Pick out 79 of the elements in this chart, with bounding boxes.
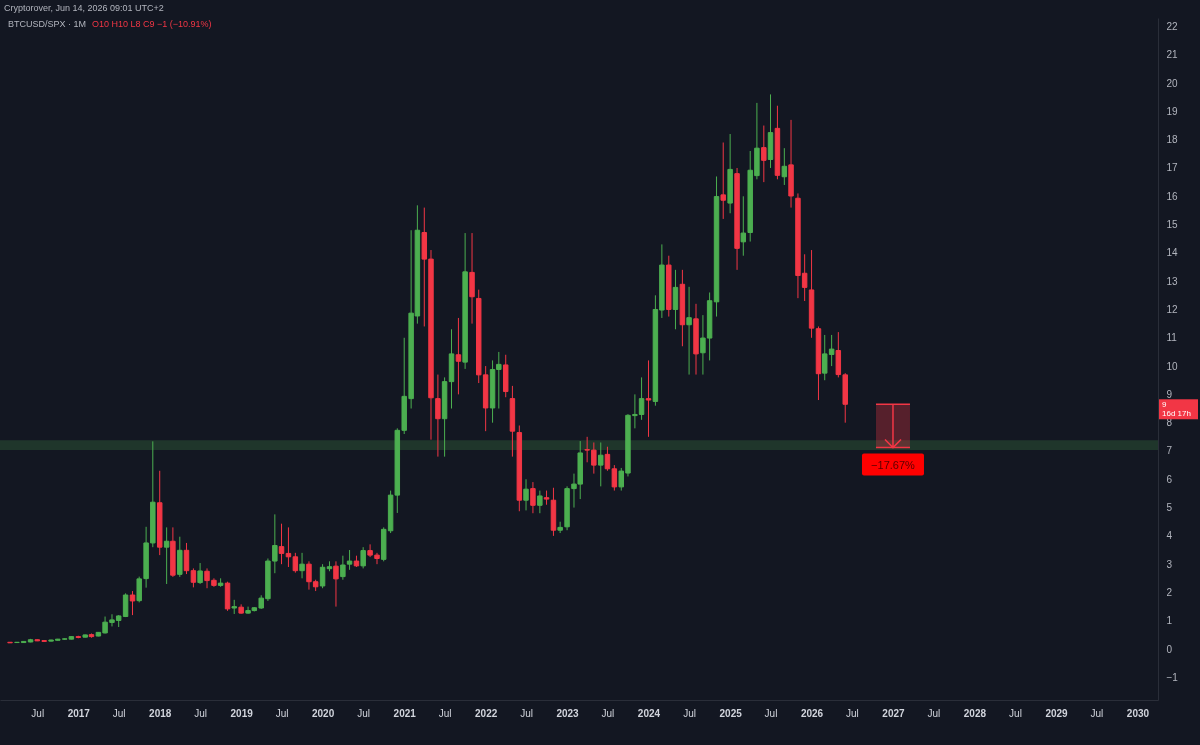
price-tag: 9 16d 17h <box>1159 399 1198 420</box>
candlestick <box>333 560 339 608</box>
x-tick-label: Jul <box>1090 707 1104 719</box>
x-tick-label: 2020 <box>311 707 335 719</box>
y-tick-label: 4 <box>1166 530 1173 542</box>
x-tick-label: Jul <box>764 707 778 719</box>
y-tick-label: 7 <box>1166 445 1173 457</box>
y-tick-label: 20 <box>1166 77 1179 89</box>
x-tick-label: Jul <box>683 707 696 719</box>
y-tick-label: 3 <box>1166 558 1173 570</box>
y-tick-label: 22 <box>1166 20 1179 32</box>
y-tick-label: 21 <box>1166 49 1179 61</box>
x-tick-label: Jul <box>438 707 452 719</box>
y-tick-label: 6 <box>1166 473 1173 485</box>
x-tick-label: 2027 <box>882 707 906 719</box>
candlestick <box>557 521 563 534</box>
annotation: −17.67% <box>871 459 916 472</box>
y-tick-label: 13 <box>1166 275 1179 287</box>
x-tick-label: Jul <box>275 707 289 719</box>
y-tick-label: 2 <box>1166 586 1173 598</box>
x-tick-label: 2023 <box>556 707 580 719</box>
y-tick-label: 10 <box>1166 360 1179 372</box>
x-tick-label: 2030 <box>1126 707 1150 719</box>
y-tick-label: 9 <box>1166 388 1173 400</box>
y-tick-label: 1 <box>1166 615 1173 627</box>
candlestick <box>645 359 652 438</box>
candlestick <box>299 552 305 579</box>
candlestick <box>278 523 285 565</box>
y-tick-label: 0 <box>1166 643 1173 655</box>
candlestick <box>672 269 679 330</box>
x-tick-label: Jul <box>112 707 126 719</box>
x-tick-label: 2017 <box>67 707 91 719</box>
x-tick-label: 2021 <box>393 707 417 719</box>
candlestick <box>537 490 543 514</box>
candlestick <box>781 147 788 186</box>
y-tick-label: 15 <box>1166 219 1179 231</box>
x-tick-label: Jul <box>194 707 207 719</box>
y-tick-label: −1 <box>1166 671 1179 683</box>
y-tick-label: 18 <box>1166 134 1179 146</box>
x-tick-label: Jul <box>927 707 941 719</box>
x-tick-label: 2029 <box>1045 707 1069 719</box>
x-tick-label: 2026 <box>800 707 824 719</box>
candlestick <box>197 562 203 585</box>
chart-subtitle: O10 H10 L8 C9 −1 (−10.91%) <box>92 19 212 29</box>
x-tick-label: 2024 <box>637 707 661 719</box>
candlestick <box>163 526 170 585</box>
candlestick <box>720 142 726 220</box>
candlestick <box>598 441 604 487</box>
x-tick-label: Jul <box>1009 707 1022 719</box>
x-tick-label: 2019 <box>230 707 254 719</box>
x-tick-label: Jul <box>846 707 859 719</box>
x-tick-label: 2028 <box>963 707 987 719</box>
candlestick <box>523 478 529 511</box>
x-tick-label: 2018 <box>149 707 172 719</box>
candlestick <box>190 567 197 588</box>
text: Cryptorover, Jun 14, 2026 09:01 UTC+2 <box>4 3 164 13</box>
candlestick <box>183 542 190 575</box>
x-tick-label: Jul <box>357 707 371 719</box>
y-tick-label: 5 <box>1166 502 1173 514</box>
x-tick-label: Jul <box>520 707 533 719</box>
x-tick-label: 2025 <box>719 707 743 719</box>
x-tick-label: Jul <box>601 707 615 719</box>
y-tick-label: 17 <box>1166 162 1179 174</box>
candlestick <box>129 590 136 616</box>
candlestick <box>686 286 692 376</box>
candlestick <box>530 481 536 514</box>
y-tick-label: 16 <box>1166 190 1179 202</box>
y-tick-label: 12 <box>1166 303 1179 315</box>
candlestick <box>360 546 366 569</box>
candlestick <box>455 317 462 395</box>
x-tick-label: 2022 <box>475 707 498 719</box>
y-tick-label: 14 <box>1166 247 1179 259</box>
candlestick <box>319 563 326 589</box>
x-tick-label: Jul <box>31 707 45 719</box>
candlestick <box>761 125 767 183</box>
chart-title: BTCUSD/SPX · 1M <box>8 19 87 29</box>
y-tick-label: 11 <box>1166 332 1178 344</box>
y-tick-label: 19 <box>1166 105 1179 117</box>
candlestick <box>435 374 441 458</box>
